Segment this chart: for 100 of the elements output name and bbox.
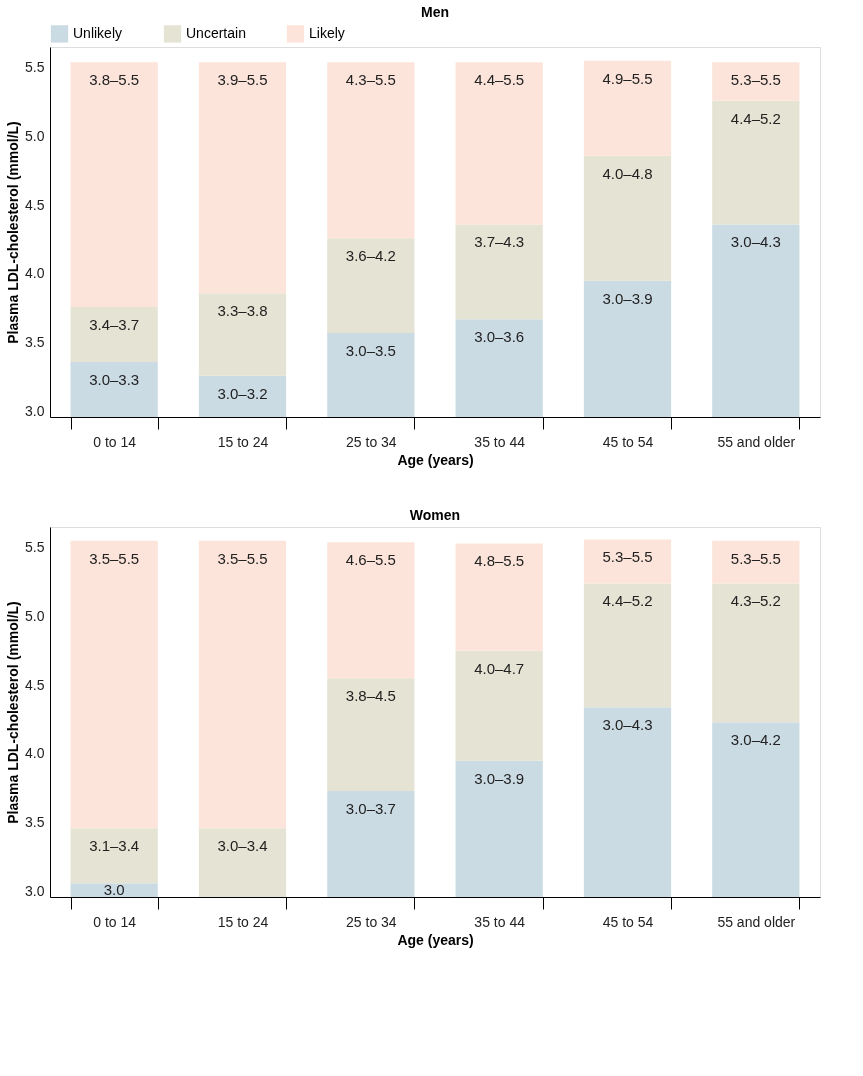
x-axis-title: Age (years) bbox=[397, 931, 474, 948]
data-label: 3.0–4.3 bbox=[602, 716, 653, 734]
y-axis-title: Plasma LDL-cholesterol (mmol/L) bbox=[5, 601, 22, 824]
x-tick-label: 35 to 44 bbox=[474, 433, 526, 450]
bar bbox=[198, 540, 287, 829]
data-label: 3.9–5.5 bbox=[217, 71, 268, 89]
bar bbox=[70, 540, 158, 829]
bar bbox=[327, 678, 415, 792]
bar bbox=[583, 583, 672, 708]
data-label: 3.8–4.5 bbox=[345, 687, 396, 705]
y-axis-title: Plasma LDL-cholesterol (mmol/L) bbox=[5, 121, 22, 344]
data-label: 3.0–3.6 bbox=[474, 328, 525, 346]
bar bbox=[712, 583, 800, 723]
data-label: 3.1–3.4 bbox=[89, 837, 140, 855]
bar bbox=[70, 361, 158, 417]
bar bbox=[198, 62, 287, 294]
data-label: 5.3–5.5 bbox=[730, 71, 781, 89]
bar bbox=[712, 224, 800, 417]
bar bbox=[70, 306, 158, 362]
data-label: 3.7–4.3 bbox=[474, 233, 525, 251]
y-tick-label: 3.5 bbox=[25, 334, 45, 351]
annotation: 3.0 bbox=[103, 881, 125, 899]
x-tick-label: 15 to 24 bbox=[217, 433, 269, 450]
x-tick-label: 45 to 54 bbox=[602, 433, 654, 450]
bar bbox=[455, 650, 543, 761]
bar bbox=[455, 224, 543, 320]
data-label: 3.0–3.2 bbox=[217, 384, 268, 402]
data-label: 3.0–3.4 bbox=[217, 837, 268, 855]
y-tick-label: 5.0 bbox=[25, 607, 45, 624]
x-tick-label: 35 to 44 bbox=[474, 913, 526, 930]
y-tick-label: 4.5 bbox=[25, 196, 45, 213]
bar bbox=[712, 100, 800, 225]
data-label: 4.9–5.5 bbox=[602, 69, 653, 87]
x-tick-label: 25 to 34 bbox=[346, 913, 397, 930]
y-tick-label: 4.5 bbox=[25, 676, 45, 693]
x-tick-label: 55 and older bbox=[717, 433, 796, 450]
bar bbox=[70, 828, 158, 884]
y-tick-label: 3.5 bbox=[25, 814, 45, 831]
legend-label: Unlikely bbox=[73, 24, 123, 41]
data-label: 3.5–5.5 bbox=[89, 549, 140, 567]
data-label: 5.3–5.5 bbox=[602, 548, 653, 566]
bar bbox=[583, 280, 672, 417]
bar bbox=[70, 883, 158, 897]
bar bbox=[455, 319, 543, 417]
data-label: 4.3–5.5 bbox=[345, 71, 396, 89]
bar bbox=[583, 60, 672, 156]
y-tick-label: 3.0 bbox=[25, 883, 45, 899]
x-axis-title: Age (years) bbox=[397, 451, 474, 468]
data-label: 3.3–3.8 bbox=[217, 302, 268, 320]
bar bbox=[455, 62, 543, 225]
bar bbox=[455, 543, 543, 651]
y-tick-label: 5.0 bbox=[25, 127, 45, 144]
data-label: 4.0–4.8 bbox=[602, 164, 653, 182]
bar bbox=[70, 62, 158, 307]
data-label: 5.3–5.5 bbox=[730, 549, 781, 567]
data-label: 3.8–5.5 bbox=[89, 71, 140, 89]
y-tick-label: 4.0 bbox=[25, 745, 45, 762]
bar bbox=[198, 375, 287, 417]
bar bbox=[327, 333, 415, 417]
x-tick-label: 25 to 34 bbox=[346, 433, 397, 450]
legend-label: Likely bbox=[309, 24, 345, 41]
data-label: 3.0–3.9 bbox=[602, 289, 653, 307]
x-tick-label: 15 to 24 bbox=[217, 913, 269, 930]
bar bbox=[327, 542, 415, 679]
data-label: 3.0–4.3 bbox=[730, 233, 781, 251]
data-label: 4.3–5.2 bbox=[730, 592, 781, 610]
data-label: 4.4–5.5 bbox=[474, 71, 525, 89]
y-tick-label: 3.0 bbox=[25, 403, 45, 419]
data-label: 4.6–5.5 bbox=[345, 551, 396, 569]
bar bbox=[583, 707, 672, 897]
chart-title: Men bbox=[421, 4, 449, 20]
y-tick-label: 5.5 bbox=[25, 59, 45, 76]
bar bbox=[583, 155, 672, 281]
data-label: 4.4–5.2 bbox=[730, 109, 781, 127]
bar bbox=[327, 62, 415, 239]
legend-label: Uncertain bbox=[186, 24, 246, 41]
x-tick-label: 55 and older bbox=[717, 913, 796, 930]
data-label: 3.0–3.7 bbox=[345, 799, 396, 817]
data-label: 3.4–3.7 bbox=[89, 315, 140, 333]
data-label: 4.0–4.7 bbox=[474, 659, 525, 677]
data-label: 3.5–5.5 bbox=[217, 549, 268, 567]
chart-title: Women bbox=[409, 507, 461, 523]
data-label: 3.0–3.5 bbox=[345, 341, 396, 359]
data-label: 3.0–3.9 bbox=[474, 769, 525, 787]
bar bbox=[712, 722, 800, 897]
y-tick-label: 4.0 bbox=[25, 265, 45, 282]
bar bbox=[198, 828, 287, 897]
bar bbox=[327, 238, 415, 334]
bar bbox=[712, 540, 800, 584]
bar bbox=[455, 760, 543, 897]
x-tick-label: 0 to 14 bbox=[93, 433, 137, 450]
bar bbox=[712, 62, 800, 101]
x-tick-label: 45 to 54 bbox=[602, 913, 654, 930]
data-label: 3.0–3.3 bbox=[89, 370, 140, 388]
bar bbox=[198, 293, 287, 376]
data-label: 4.4–5.2 bbox=[602, 592, 653, 610]
data-label: 4.8–5.5 bbox=[474, 552, 525, 570]
bar bbox=[583, 539, 672, 584]
y-tick-label: 5.5 bbox=[25, 539, 45, 556]
data-label: 3.0–4.2 bbox=[730, 731, 781, 749]
